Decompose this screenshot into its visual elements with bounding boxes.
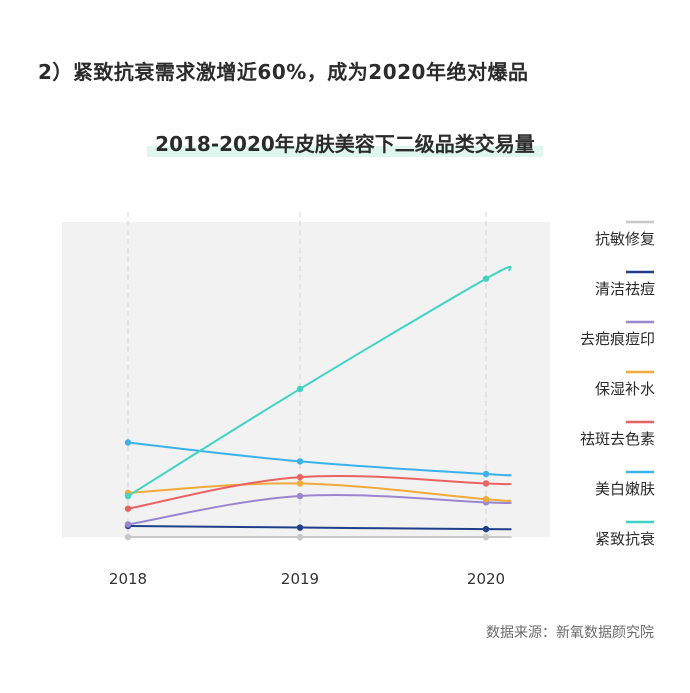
- legend-label-3: 保湿补水: [595, 380, 655, 398]
- legend-label-2: 去疤痕痘印: [580, 330, 655, 348]
- point-2-2018: [124, 521, 132, 528]
- legend-label-0: 抗敏修复: [595, 230, 655, 248]
- point-3-2020: [482, 496, 490, 503]
- point-5-2020: [482, 470, 490, 478]
- legend-label-4: 祛斑去色素: [580, 430, 655, 448]
- point-1-2019: [296, 524, 304, 531]
- headline: 2）紧致抗衰需求激增近60%，成为2020年绝对爆品: [38, 60, 529, 84]
- series-line-5: [127, 441, 512, 477]
- legend-label-5: 美白嫩肤: [595, 480, 655, 498]
- point-2-2019: [296, 492, 304, 500]
- point-0-2020: [482, 533, 490, 541]
- point-3-2019: [296, 480, 304, 487]
- x-tick-2019: 2019: [281, 570, 319, 588]
- chart-title: 2018-2020年皮肤美容下二级品类交易量: [147, 128, 543, 157]
- legend-label-1: 清洁祛痘: [595, 280, 655, 298]
- x-tick-2020: 2020: [467, 570, 505, 588]
- point-5-2018: [124, 439, 132, 446]
- point-1-2020: [482, 525, 490, 533]
- series-line-3: [127, 482, 512, 502]
- point-6-2020: [482, 275, 490, 282]
- point-4-2020: [482, 480, 490, 487]
- series-line-4: [127, 474, 512, 510]
- point-6-2019: [296, 385, 304, 393]
- source-note: 数据来源：新氧数据颜究院: [486, 625, 654, 641]
- series-line-1: [127, 524, 512, 531]
- legend-label-6: 紧致抗衰: [595, 530, 655, 548]
- point-6-2018: [124, 492, 132, 500]
- point-0-2019: [296, 533, 304, 541]
- series-line-2: [127, 494, 512, 526]
- series-line-6: [127, 265, 512, 497]
- point-0-2018: [124, 533, 132, 541]
- point-4-2019: [296, 473, 304, 481]
- point-4-2018: [124, 505, 132, 512]
- point-5-2019: [296, 458, 304, 465]
- x-tick-2018: 2018: [109, 570, 147, 588]
- plot-area: [62, 222, 550, 537]
